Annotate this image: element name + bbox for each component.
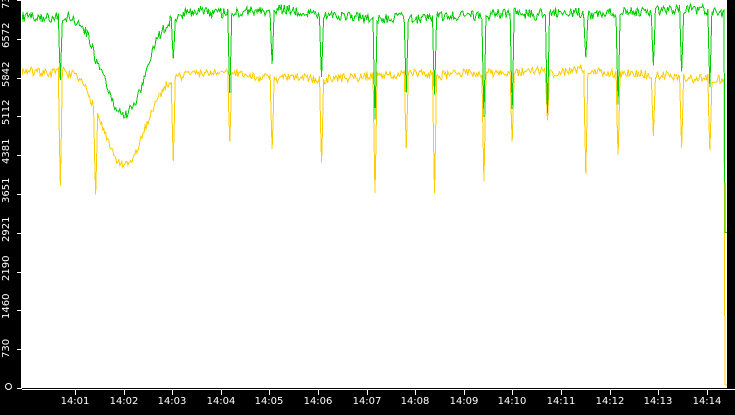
x-tick-mark <box>658 390 659 395</box>
y-tick-label: 5112 <box>1 99 12 125</box>
x-tick-mark <box>464 390 465 395</box>
x-tick-mark <box>75 390 76 395</box>
x-tick-mark <box>124 390 125 395</box>
x-tick-label: 14:02 <box>109 396 139 407</box>
x-tick-label: 14:05 <box>254 396 284 407</box>
x-tick-label: 14:06 <box>303 396 333 407</box>
y-tick-mark <box>17 116 22 117</box>
plot-area <box>22 0 727 388</box>
y-tick-mark <box>17 0 22 1</box>
x-tick-mark <box>707 390 708 395</box>
y-tick-mark <box>17 155 22 156</box>
y-tick-label: 4381 <box>1 138 12 164</box>
plot-canvas <box>22 2 727 386</box>
x-tick-label: 14:11 <box>546 396 576 407</box>
y-tick-mark <box>17 388 22 389</box>
y-tick-mark <box>17 78 22 79</box>
x-axis-line <box>22 389 735 390</box>
y-tick-mark <box>17 349 22 350</box>
x-tick-mark <box>512 390 513 395</box>
x-tick-label: 14:07 <box>352 396 382 407</box>
y-tick-label: 2921 <box>1 216 12 242</box>
y-tick-mark <box>17 233 22 234</box>
x-tick-label: 14:13 <box>643 396 673 407</box>
y-tick-mark <box>17 272 22 273</box>
x-tick-mark <box>367 390 368 395</box>
x-tick-label: 14:01 <box>60 396 90 407</box>
y-tick-label: 2190 <box>1 255 12 281</box>
x-tick-label: 14:08 <box>400 396 430 407</box>
y-axis-line <box>21 0 22 389</box>
y-axis: 0730146021902921365143815112584265727303 <box>0 0 22 397</box>
x-tick-label: 14:10 <box>497 396 527 407</box>
x-tick-mark <box>561 390 562 395</box>
x-tick-mark <box>221 390 222 395</box>
x-tick-label: 14:14 <box>692 396 722 407</box>
x-tick-mark <box>269 390 270 395</box>
x-tick-mark <box>172 390 173 395</box>
y-tick-label: 1460 <box>1 293 12 319</box>
x-tick-mark <box>610 390 611 395</box>
y-tick-label: 3651 <box>1 177 12 203</box>
x-axis: 14:01 14:02 14:03 14:04 14:05 14:06 14:07 14:08… <box>0 389 735 415</box>
series-line-green <box>22 2 727 234</box>
series-line-yellow <box>22 63 727 386</box>
x-tick-label: 14:03 <box>157 396 187 407</box>
x-tick-mark <box>318 390 319 395</box>
y-tick-label: 7303 <box>1 0 12 9</box>
y-tick-mark <box>17 39 22 40</box>
y-tick-label: 730 <box>1 338 12 358</box>
y-tick-label: 5842 <box>1 61 12 87</box>
y-tick-label: 6572 <box>1 22 12 48</box>
x-tick-mark <box>415 390 416 395</box>
origin-marker-icon <box>5 383 12 390</box>
x-tick-label: 14:12 <box>595 396 625 407</box>
x-tick-label: 14:09 <box>449 396 479 407</box>
x-tick-label: 14:04 <box>206 396 236 407</box>
y-tick-mark <box>17 194 22 195</box>
y-tick-mark <box>17 310 22 311</box>
